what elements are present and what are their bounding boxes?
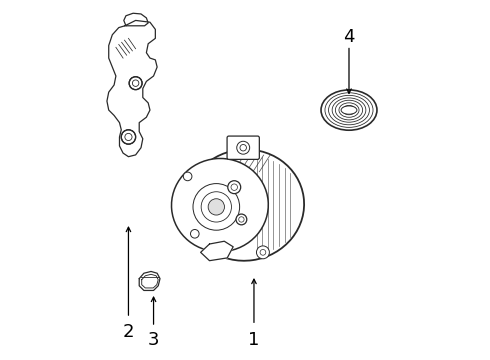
Circle shape	[237, 141, 250, 154]
Polygon shape	[200, 241, 233, 261]
Polygon shape	[107, 21, 157, 157]
Polygon shape	[139, 271, 160, 291]
Ellipse shape	[186, 149, 304, 261]
Circle shape	[193, 184, 240, 230]
Ellipse shape	[341, 106, 357, 114]
Circle shape	[256, 246, 270, 259]
Polygon shape	[124, 13, 148, 26]
Circle shape	[191, 229, 199, 238]
Ellipse shape	[172, 158, 269, 252]
Circle shape	[208, 199, 224, 215]
Circle shape	[183, 172, 192, 181]
Text: 3: 3	[148, 330, 159, 348]
Ellipse shape	[321, 90, 377, 130]
Circle shape	[228, 181, 241, 194]
Text: 4: 4	[343, 28, 355, 46]
Text: 1: 1	[248, 330, 260, 348]
Circle shape	[122, 130, 136, 144]
Text: 2: 2	[122, 323, 134, 341]
Circle shape	[236, 214, 247, 225]
FancyBboxPatch shape	[227, 136, 259, 159]
Circle shape	[129, 77, 142, 90]
